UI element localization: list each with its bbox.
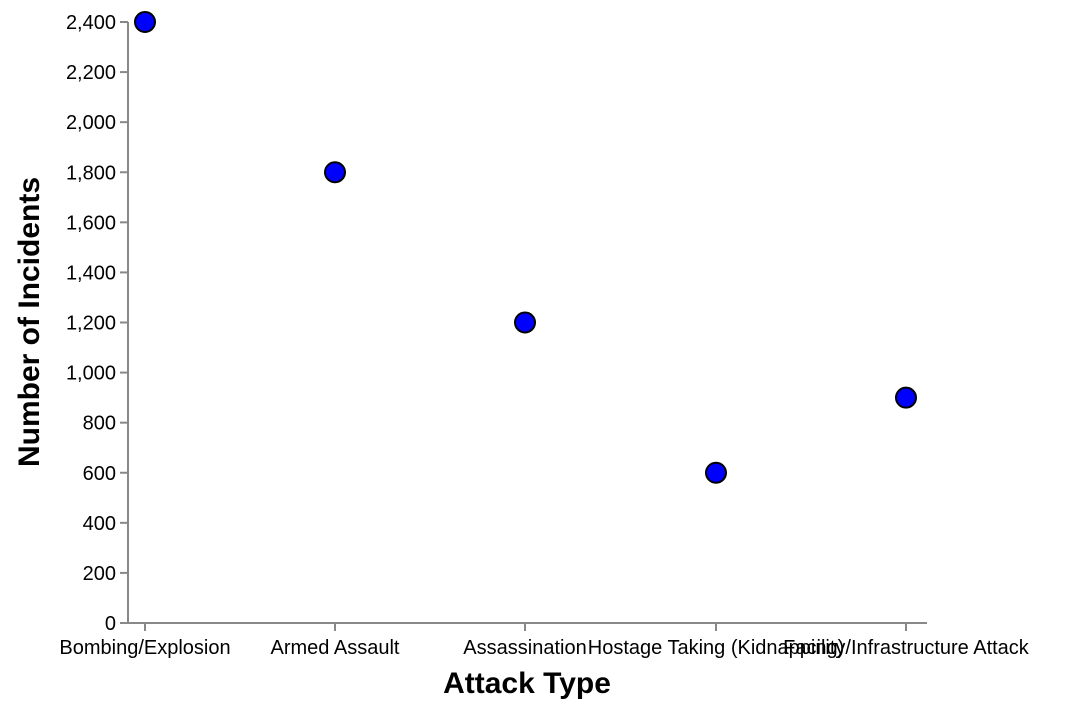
y-tick-label: 2,200 <box>66 62 116 84</box>
x-axis: Bombing/Explosion Armed Assault Assassinat… <box>59 622 1030 659</box>
y-tick-label: 2,400 <box>66 12 116 34</box>
y-tick-label: 600 <box>83 463 116 485</box>
y-tick-label: 1,200 <box>66 313 116 335</box>
y-tick-label: 800 <box>83 413 116 435</box>
y-tick-label: 2,000 <box>66 112 116 134</box>
x-tick-label: Bombing/Explosion <box>59 637 230 659</box>
data-point <box>134 11 156 33</box>
y-tick-label: 1,800 <box>66 162 116 184</box>
y-tick-label: 1,400 <box>66 262 116 284</box>
x-tick-label: Hostage Taking (Kidnapping) <box>588 637 844 659</box>
x-tick-label: Assassination <box>463 637 586 659</box>
x-tick-label: Facility/Infrastructure Attack <box>783 637 1030 659</box>
y-tick-label: 1,000 <box>66 363 116 385</box>
y-tick-label: 200 <box>83 563 116 585</box>
y-tick-label: 1,600 <box>66 212 116 234</box>
y-axis: 0 200 400 600 800 1,000 1,200 1,400 1,600 1,800 2,… <box>66 12 129 635</box>
x-axis-title: Attack Type <box>443 667 611 700</box>
data-points <box>134 11 917 484</box>
y-tick-label: 400 <box>83 513 116 535</box>
x-tick-label: Armed Assault <box>271 637 400 659</box>
data-point <box>324 161 346 184</box>
data-point <box>514 311 536 334</box>
y-tick-label: 0 <box>105 613 116 635</box>
data-point <box>895 386 917 409</box>
y-axis-title: Number of Incidents <box>13 177 46 467</box>
data-point <box>705 461 727 484</box>
